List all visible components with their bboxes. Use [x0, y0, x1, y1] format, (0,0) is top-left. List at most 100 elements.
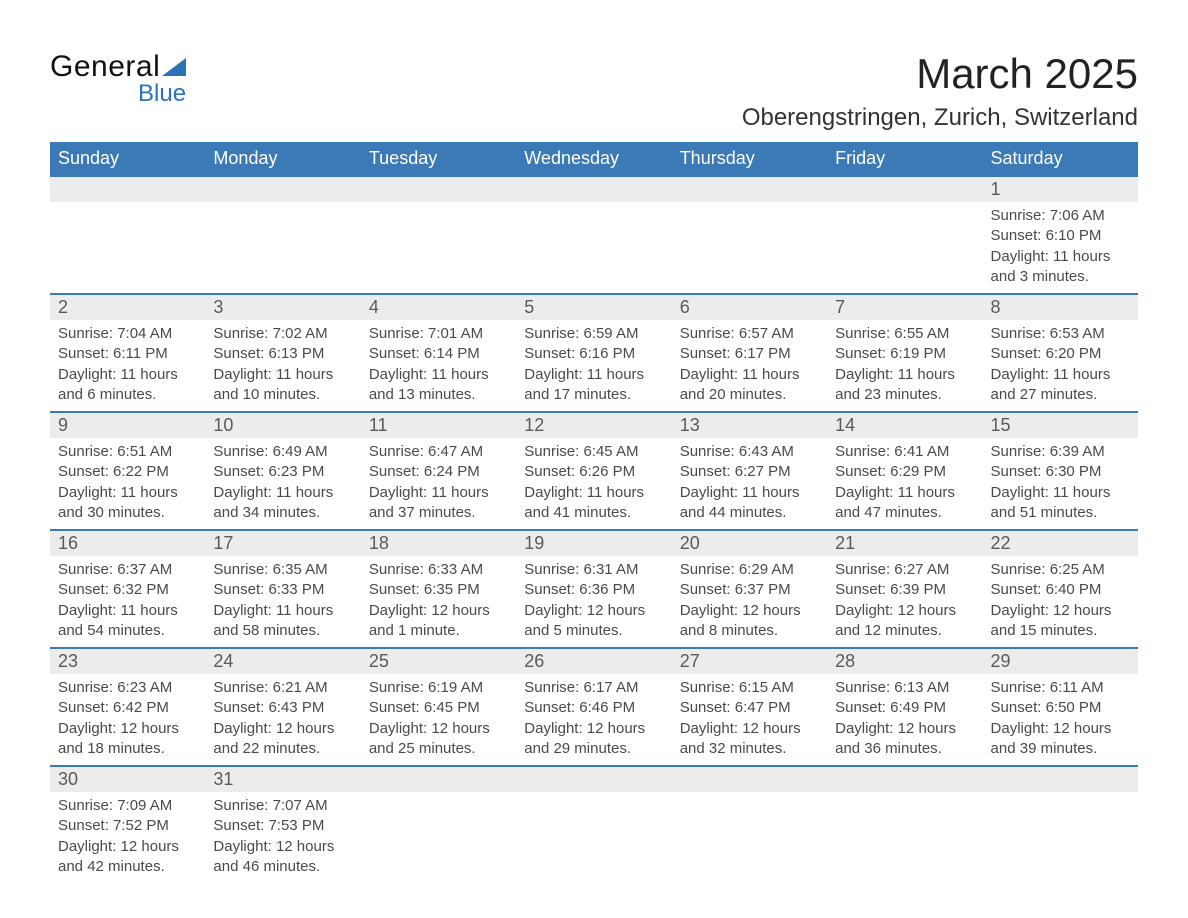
day-details-cell [361, 202, 516, 294]
day-details-cell: Sunrise: 6:55 AMSunset: 6:19 PMDaylight:… [827, 320, 982, 412]
day-details-cell: Sunrise: 6:13 AMSunset: 6:49 PMDaylight:… [827, 674, 982, 766]
sunrise-text: Sunrise: 6:51 AM [58, 442, 197, 462]
day-details-cell: Sunrise: 6:51 AMSunset: 6:22 PMDaylight:… [50, 438, 205, 530]
day-number-cell: 24 [205, 648, 360, 674]
sunset-text: Sunset: 6:17 PM [680, 344, 819, 364]
sunrise-text: Sunrise: 7:04 AM [58, 324, 197, 344]
day-details-cell [361, 792, 516, 883]
day-number-cell [516, 176, 671, 202]
daylight-text: and 37 minutes. [369, 503, 508, 523]
day-details-cell: Sunrise: 6:49 AMSunset: 6:23 PMDaylight:… [205, 438, 360, 530]
day-details-cell: Sunrise: 6:45 AMSunset: 6:26 PMDaylight:… [516, 438, 671, 530]
daylight-text: Daylight: 12 hours [991, 719, 1130, 739]
daylight-text: and 25 minutes. [369, 739, 508, 759]
day-details-cell: Sunrise: 7:06 AMSunset: 6:10 PMDaylight:… [983, 202, 1138, 294]
day-number-cell: 8 [983, 294, 1138, 320]
day-details-cell: Sunrise: 6:29 AMSunset: 6:37 PMDaylight:… [672, 556, 827, 648]
sunrise-text: Sunrise: 6:49 AM [213, 442, 352, 462]
col-mon: Monday [205, 142, 360, 176]
sunrise-text: Sunrise: 6:23 AM [58, 678, 197, 698]
sunrise-text: Sunrise: 6:13 AM [835, 678, 974, 698]
day-number-cell [827, 176, 982, 202]
sunset-text: Sunset: 6:32 PM [58, 580, 197, 600]
day-number-cell: 25 [361, 648, 516, 674]
day-details-cell [516, 792, 671, 883]
daylight-text: and 36 minutes. [835, 739, 974, 759]
sunrise-text: Sunrise: 6:59 AM [524, 324, 663, 344]
sunrise-text: Sunrise: 6:19 AM [369, 678, 508, 698]
sunset-text: Sunset: 6:36 PM [524, 580, 663, 600]
day-number-cell: 30 [50, 766, 205, 792]
daylight-text: Daylight: 12 hours [58, 837, 197, 857]
sunrise-text: Sunrise: 6:21 AM [213, 678, 352, 698]
daylight-text: Daylight: 11 hours [213, 601, 352, 621]
details-row: Sunrise: 6:23 AMSunset: 6:42 PM Daylight:… [50, 674, 1138, 766]
day-details-cell: Sunrise: 7:02 AMSunset: 6:13 PMDaylight:… [205, 320, 360, 412]
sunset-text: Sunset: 6:43 PM [213, 698, 352, 718]
day-number-cell: 20 [672, 530, 827, 556]
daylight-text: and 46 minutes. [213, 857, 352, 877]
daylight-text: Daylight: 12 hours [213, 719, 352, 739]
day-number-cell: 31 [205, 766, 360, 792]
day-details-cell [827, 202, 982, 294]
sunset-text: Sunset: 6:39 PM [835, 580, 974, 600]
day-details-cell: Sunrise: 6:43 AMSunset: 6:27 PMDaylight:… [672, 438, 827, 530]
daylight-text: Daylight: 12 hours [680, 719, 819, 739]
sunset-text: Sunset: 6:49 PM [835, 698, 974, 718]
day-number-cell [361, 766, 516, 792]
daynum-row: 3031 [50, 766, 1138, 792]
day-details-cell: Sunrise: 6:11 AMSunset: 6:50 PMDaylight:… [983, 674, 1138, 766]
day-details-cell: Sunrise: 6:41 AMSunset: 6:29 PMDaylight:… [827, 438, 982, 530]
sunset-text: Sunset: 6:14 PM [369, 344, 508, 364]
day-number-cell [205, 176, 360, 202]
day-number-cell: 1 [983, 176, 1138, 202]
sunrise-text: Sunrise: 6:29 AM [680, 560, 819, 580]
sunset-text: Sunset: 6:16 PM [524, 344, 663, 364]
day-details-cell: Sunrise: 7:01 AMSunset: 6:14 PMDaylight:… [361, 320, 516, 412]
day-number-cell: 19 [516, 530, 671, 556]
sunset-text: Sunset: 6:46 PM [524, 698, 663, 718]
daylight-text: Daylight: 11 hours [213, 483, 352, 503]
day-details-cell: Sunrise: 6:33 AMSunset: 6:35 PMDaylight:… [361, 556, 516, 648]
day-number-cell: 21 [827, 530, 982, 556]
daylight-text: and 5 minutes. [524, 621, 663, 641]
daylight-text: Daylight: 12 hours [524, 601, 663, 621]
day-details-cell: Sunrise: 6:25 AMSunset: 6:40 PMDaylight:… [983, 556, 1138, 648]
daylight-text: Daylight: 11 hours [835, 483, 974, 503]
sunset-text: Sunset: 6:26 PM [524, 462, 663, 482]
sunrise-text: Sunrise: 7:01 AM [369, 324, 508, 344]
sunset-text: Sunset: 6:42 PM [58, 698, 197, 718]
sunrise-text: Sunrise: 6:57 AM [680, 324, 819, 344]
sunset-text: Sunset: 6:20 PM [991, 344, 1130, 364]
day-details-cell [983, 792, 1138, 883]
details-row: Sunrise: 7:04 AMSunset: 6:11 PMDaylight:… [50, 320, 1138, 412]
sunset-text: Sunset: 6:27 PM [680, 462, 819, 482]
day-number-cell: 17 [205, 530, 360, 556]
daynum-row: 2345678 [50, 294, 1138, 320]
daylight-text: Daylight: 11 hours [991, 483, 1130, 503]
daylight-text: and 15 minutes. [991, 621, 1130, 641]
daylight-text: Daylight: 11 hours [680, 483, 819, 503]
daylight-text: Daylight: 11 hours [58, 483, 197, 503]
daylight-text: and 1 minute. [369, 621, 508, 641]
day-details-cell: Sunrise: 6:35 AMSunset: 6:33 PMDaylight:… [205, 556, 360, 648]
daylight-text: Daylight: 12 hours [835, 601, 974, 621]
daylight-text: Daylight: 12 hours [524, 719, 663, 739]
sunset-text: Sunset: 6:30 PM [991, 462, 1130, 482]
day-details-cell: Sunrise: 7:04 AMSunset: 6:11 PMDaylight:… [50, 320, 205, 412]
day-number-cell: 9 [50, 412, 205, 438]
daylight-text: and 3 minutes. [991, 267, 1130, 287]
sunrise-text: Sunrise: 6:25 AM [991, 560, 1130, 580]
day-number-cell: 15 [983, 412, 1138, 438]
day-number-cell [672, 766, 827, 792]
col-wed: Wednesday [516, 142, 671, 176]
col-thu: Thursday [672, 142, 827, 176]
daylight-text: and 32 minutes. [680, 739, 819, 759]
sunset-text: Sunset: 6:22 PM [58, 462, 197, 482]
day-number-cell: 6 [672, 294, 827, 320]
daylight-text: Daylight: 12 hours [369, 601, 508, 621]
sunset-text: Sunset: 7:53 PM [213, 816, 352, 836]
daylight-text: and 58 minutes. [213, 621, 352, 641]
col-sat: Saturday [983, 142, 1138, 176]
daylight-text: and 8 minutes. [680, 621, 819, 641]
